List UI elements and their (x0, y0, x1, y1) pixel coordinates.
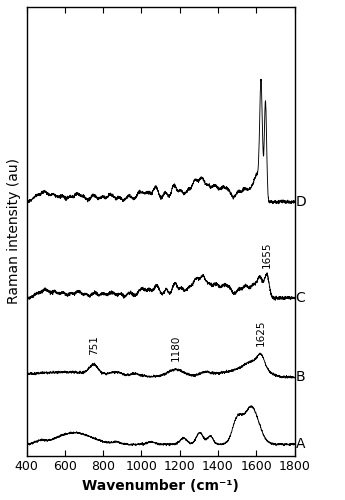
Text: D: D (295, 195, 306, 209)
Text: B: B (295, 370, 305, 384)
X-axis label: Wavenumber (cm⁻¹): Wavenumber (cm⁻¹) (82, 479, 239, 493)
Text: 1625: 1625 (256, 320, 266, 346)
Text: C: C (295, 291, 305, 305)
Text: 1180: 1180 (171, 334, 181, 360)
Text: A: A (295, 438, 305, 452)
Y-axis label: Raman intensity (au): Raman intensity (au) (7, 158, 21, 304)
Text: 751: 751 (89, 336, 99, 355)
Text: 1655: 1655 (262, 242, 272, 268)
